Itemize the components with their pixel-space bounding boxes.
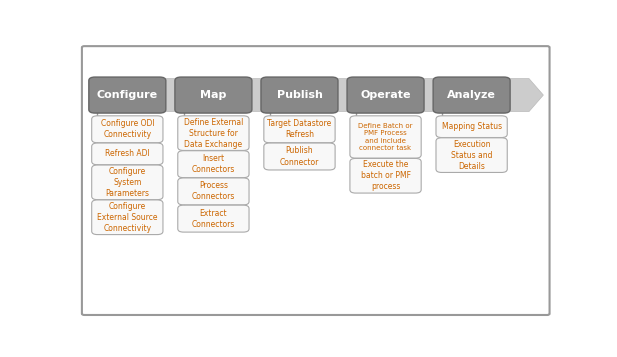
Text: Execution
Status and
Details: Execution Status and Details — [451, 140, 492, 171]
FancyBboxPatch shape — [178, 116, 249, 150]
Text: Refresh ADI: Refresh ADI — [105, 149, 150, 159]
Text: Define Batch or
PMF Process
and include
connector task: Define Batch or PMF Process and include … — [358, 123, 413, 151]
FancyBboxPatch shape — [92, 200, 163, 235]
FancyBboxPatch shape — [92, 143, 163, 165]
FancyBboxPatch shape — [436, 138, 507, 172]
Text: Operate: Operate — [360, 90, 411, 100]
Text: Target Datastore
Refresh: Target Datastore Refresh — [267, 119, 331, 139]
Text: Configure ODI
Connectivity: Configure ODI Connectivity — [101, 119, 154, 139]
FancyBboxPatch shape — [178, 178, 249, 205]
FancyBboxPatch shape — [92, 116, 163, 143]
FancyBboxPatch shape — [347, 77, 424, 113]
Text: Analyze: Analyze — [447, 90, 496, 100]
FancyBboxPatch shape — [261, 77, 338, 113]
FancyBboxPatch shape — [175, 77, 252, 113]
Text: Map: Map — [201, 90, 226, 100]
FancyBboxPatch shape — [82, 46, 550, 315]
Text: Configure: Configure — [97, 90, 158, 100]
FancyBboxPatch shape — [350, 159, 421, 193]
FancyBboxPatch shape — [89, 77, 166, 113]
Polygon shape — [89, 79, 544, 111]
FancyBboxPatch shape — [178, 151, 249, 178]
FancyBboxPatch shape — [350, 116, 421, 158]
Text: Define External
Structure for
Data Exchange: Define External Structure for Data Excha… — [184, 117, 243, 149]
Text: Execute the
batch or PMF
process: Execute the batch or PMF process — [360, 160, 410, 191]
Text: Insert
Connectors: Insert Connectors — [192, 154, 235, 174]
FancyBboxPatch shape — [92, 165, 163, 200]
FancyBboxPatch shape — [264, 116, 335, 143]
Text: Publish
Connector: Publish Connector — [280, 146, 319, 167]
FancyBboxPatch shape — [264, 143, 335, 170]
FancyBboxPatch shape — [433, 77, 510, 113]
Text: Configure
System
Parameters: Configure System Parameters — [106, 167, 149, 198]
FancyBboxPatch shape — [436, 116, 507, 137]
Text: Mapping Status: Mapping Status — [442, 122, 502, 131]
Text: Configure
External Source
Connectivity: Configure External Source Connectivity — [97, 202, 157, 233]
Text: Process
Connectors: Process Connectors — [192, 181, 235, 201]
Text: Extract
Connectors: Extract Connectors — [192, 208, 235, 229]
FancyBboxPatch shape — [178, 205, 249, 232]
Text: Publish: Publish — [276, 90, 323, 100]
